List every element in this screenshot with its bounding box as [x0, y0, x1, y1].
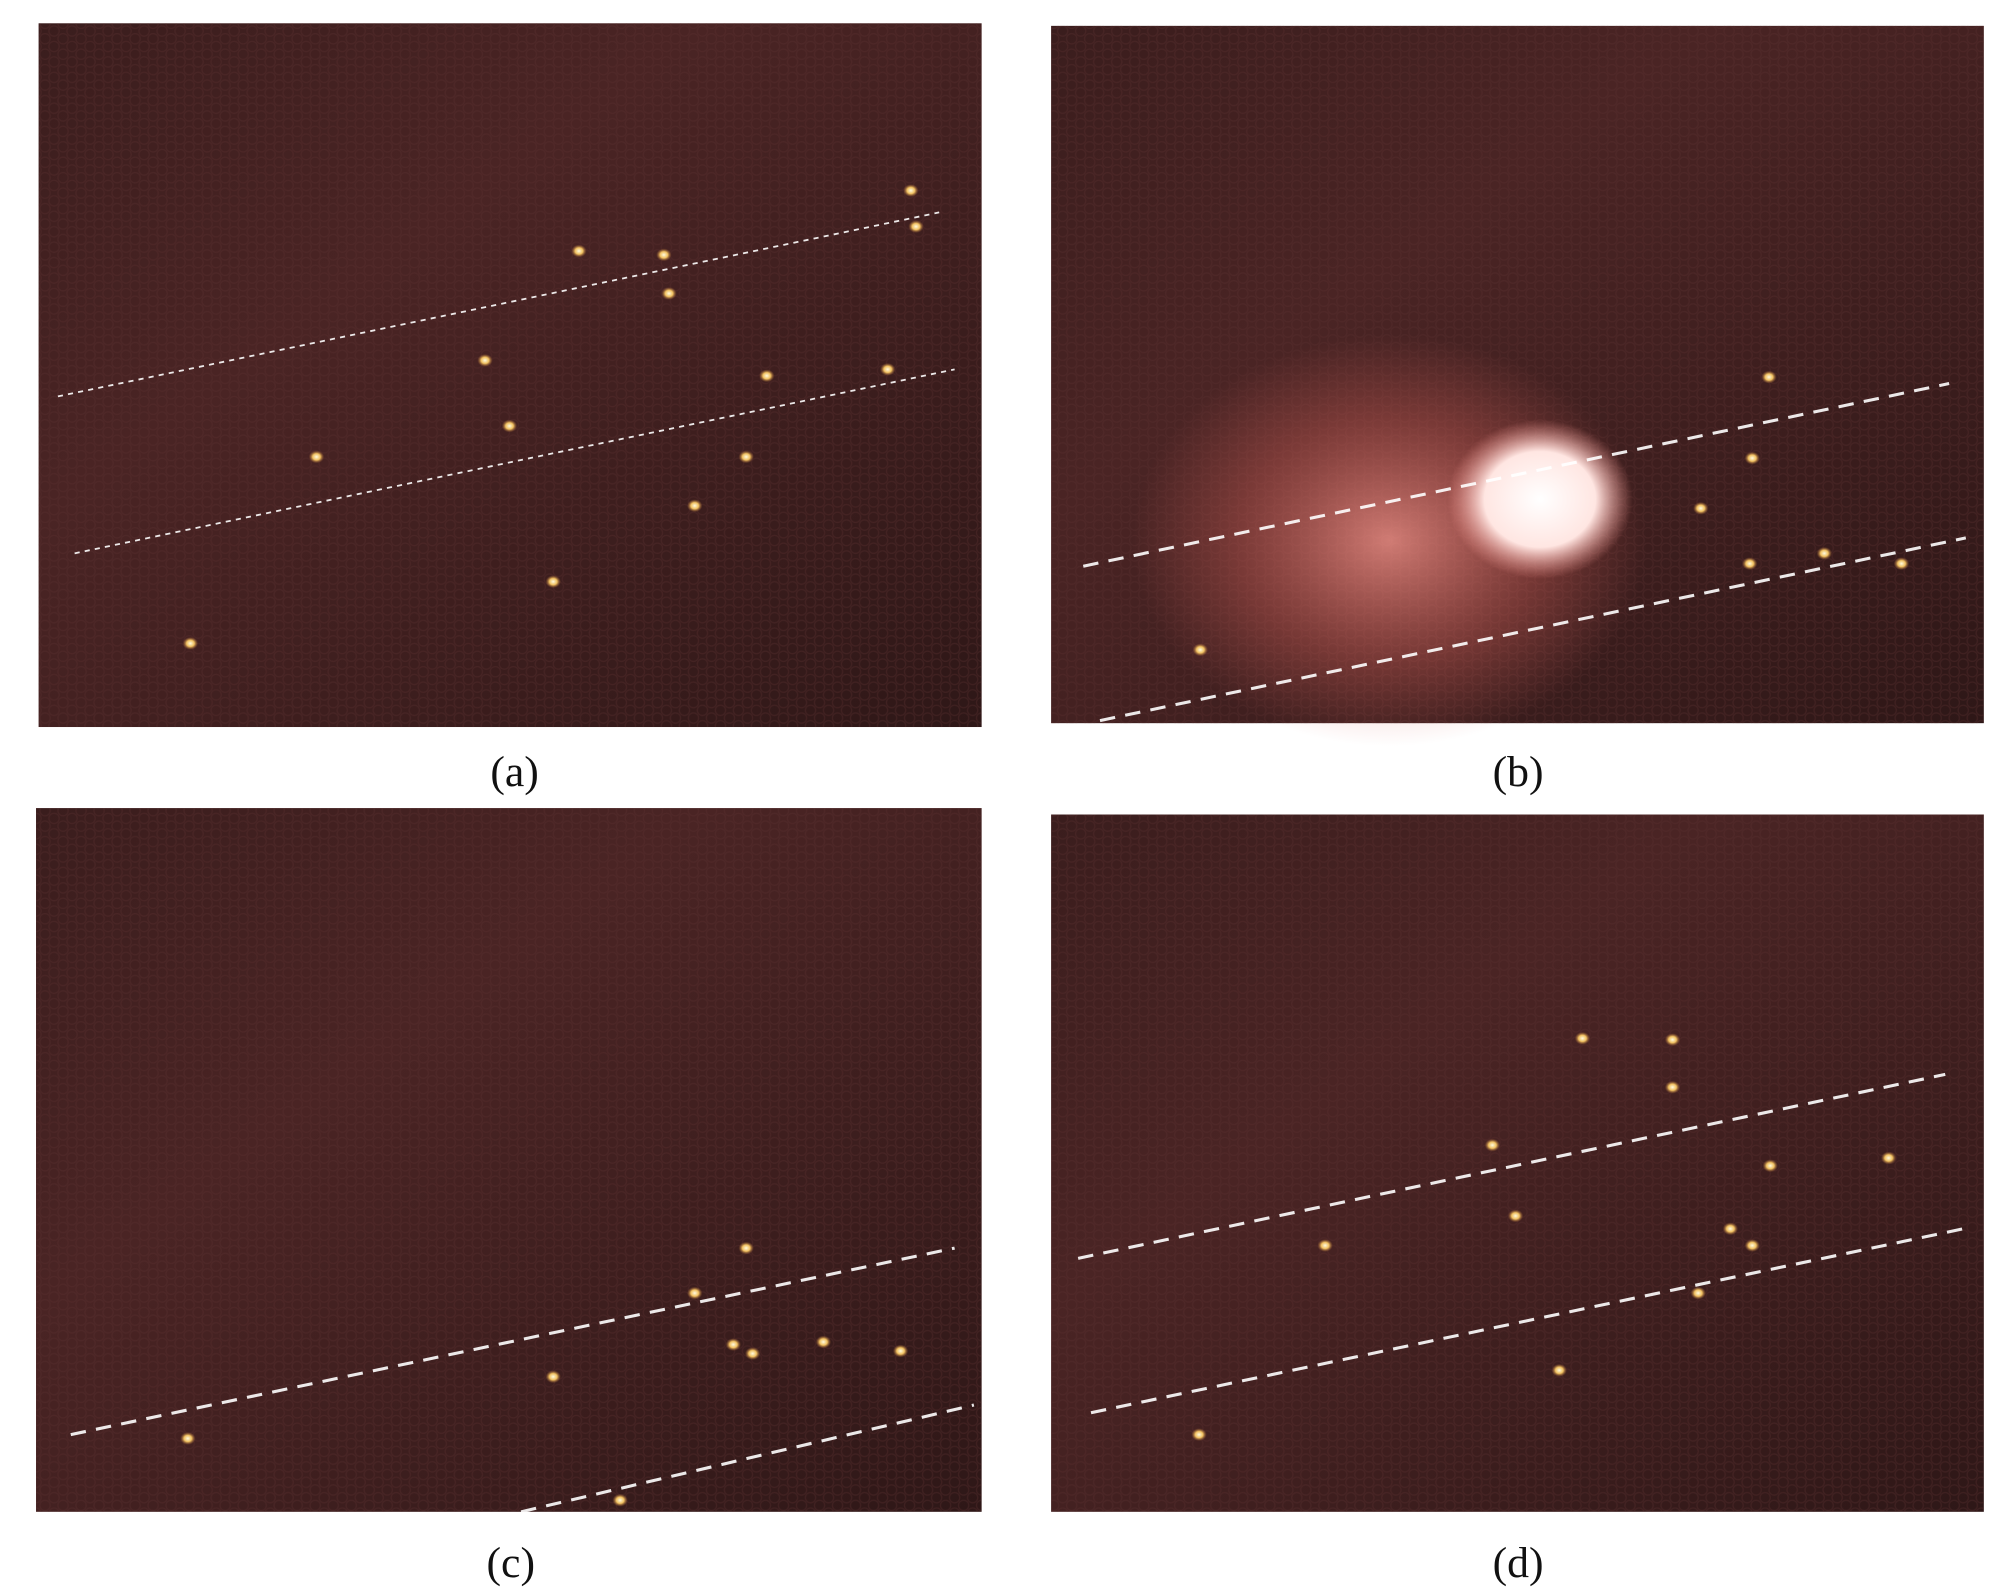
panel-label: (b)	[1493, 748, 1544, 796]
figure-panel: (a)	[38, 23, 982, 796]
panel-label: (c)	[486, 1539, 535, 1587]
figure-panel: (c)	[36, 808, 982, 1587]
figure-panel: (d)	[1051, 814, 1984, 1587]
bright-spot	[571, 244, 587, 258]
dashed-boundary	[1077, 1072, 1946, 1260]
bright-core	[1447, 419, 1633, 580]
bright-spot	[1574, 1031, 1591, 1045]
bright-spot	[501, 419, 518, 433]
bright-spot	[908, 220, 924, 233]
bright-spot	[180, 1432, 196, 1445]
panel-label: (a)	[490, 748, 539, 796]
bright-spot	[1191, 1428, 1207, 1442]
bright-spot	[1507, 1209, 1524, 1223]
bright-spot	[661, 287, 677, 300]
bright-spot	[1192, 643, 1209, 657]
bright-spot	[759, 369, 775, 383]
bright-spot	[738, 450, 754, 464]
dashed-boundary	[520, 1403, 975, 1514]
bright-spot	[1722, 1222, 1739, 1236]
bright-spot	[1317, 1239, 1333, 1252]
bright-spot	[1816, 546, 1833, 560]
bright-spot	[744, 1347, 761, 1361]
panel-image-texture	[1051, 814, 1984, 1512]
bright-spot	[545, 1370, 561, 1384]
bright-spot	[879, 362, 896, 376]
bright-spot	[1690, 1286, 1706, 1300]
bright-spot	[1664, 1033, 1681, 1047]
bright-spot	[1744, 451, 1760, 465]
dashed-boundary	[70, 1246, 955, 1437]
bright-spot	[1761, 370, 1777, 384]
bright-spot	[903, 184, 919, 197]
panel-image-texture	[36, 808, 982, 1512]
bright-spot	[1741, 557, 1758, 571]
bright-spot	[477, 353, 493, 367]
bright-spot	[545, 575, 561, 589]
bright-spot	[1762, 1159, 1778, 1173]
bright-spot	[1484, 1138, 1501, 1152]
panel-image-texture	[38, 23, 982, 728]
dashed-boundary	[1090, 1227, 1964, 1415]
figure-panel: (b)	[1051, 25, 1984, 796]
bright-spot	[656, 248, 672, 262]
bright-spot	[1744, 1239, 1760, 1252]
bright-spot	[1880, 1151, 1897, 1165]
bright-spot	[612, 1493, 628, 1507]
panel-label: (d)	[1493, 1539, 1544, 1587]
bright-spot	[1893, 557, 1910, 571]
bright-spot	[725, 1338, 742, 1351]
bright-spot	[1664, 1080, 1681, 1094]
bright-spot	[892, 1344, 909, 1358]
dashed-boundary	[1099, 536, 1967, 723]
bright-spot	[687, 499, 703, 513]
bright-spot	[815, 1335, 832, 1349]
dashed-boundary	[1082, 382, 1950, 568]
bright-spot	[182, 636, 199, 650]
bright-spot	[308, 450, 325, 464]
bright-spot	[738, 1241, 754, 1255]
bright-spot	[1693, 501, 1709, 515]
bright-spot	[1551, 1363, 1568, 1377]
bright-spot	[687, 1286, 703, 1300]
